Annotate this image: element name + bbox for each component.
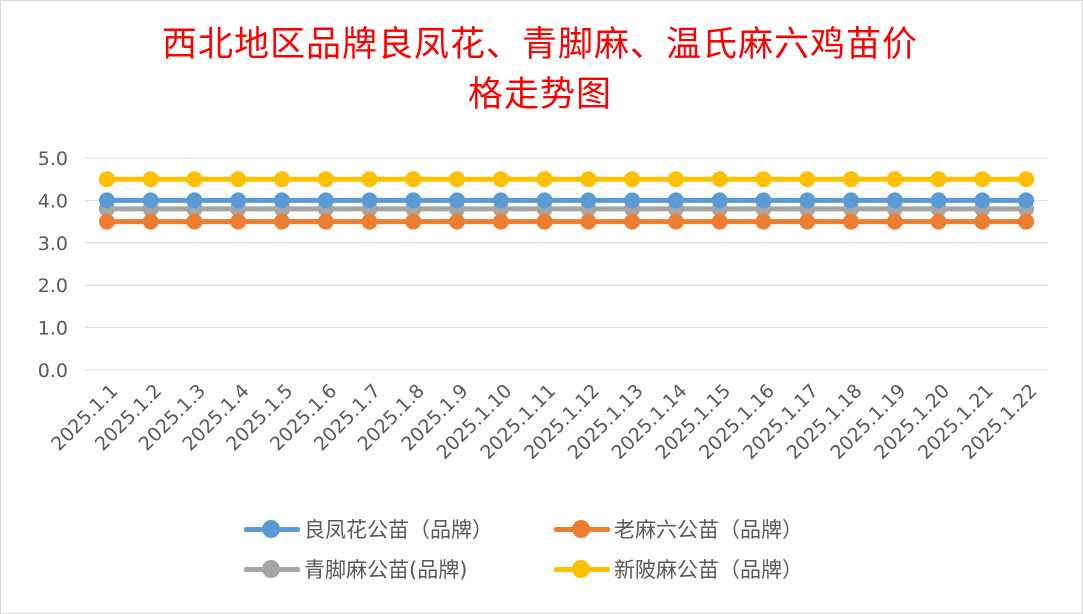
legend-label: 老麻六公苗（品牌） bbox=[614, 518, 803, 542]
data-point bbox=[536, 213, 553, 230]
data-point bbox=[755, 192, 772, 209]
data-point bbox=[142, 192, 159, 209]
data-point bbox=[536, 171, 553, 188]
y-tick-label: 3.0 bbox=[38, 233, 68, 255]
data-point bbox=[843, 192, 860, 209]
y-tick-label: 2.0 bbox=[38, 275, 68, 297]
data-point bbox=[317, 192, 334, 209]
legend-swatch bbox=[240, 514, 304, 544]
y-tick-label: 0.0 bbox=[38, 360, 68, 382]
data-point bbox=[974, 213, 991, 230]
legend-label: 良凤花公苗（品牌） bbox=[304, 518, 493, 542]
data-point bbox=[405, 192, 422, 209]
legend-item: 青脚麻公苗(品牌) bbox=[240, 554, 467, 584]
y-tick-label: 4.0 bbox=[38, 190, 68, 212]
data-point bbox=[886, 192, 903, 209]
data-point bbox=[273, 171, 290, 188]
data-point bbox=[711, 171, 728, 188]
data-point bbox=[230, 192, 247, 209]
data-point bbox=[230, 171, 247, 188]
data-point bbox=[1018, 192, 1035, 209]
legend-label: 新陂麻公苗（品牌） bbox=[614, 558, 803, 582]
data-point bbox=[667, 192, 684, 209]
legend-marker bbox=[262, 520, 280, 538]
data-point bbox=[799, 213, 816, 230]
legend-item: 老麻六公苗（品牌） bbox=[550, 514, 803, 544]
data-point bbox=[405, 213, 422, 230]
data-point bbox=[667, 171, 684, 188]
data-point bbox=[317, 171, 334, 188]
legend-marker bbox=[572, 520, 590, 538]
data-point bbox=[98, 213, 115, 230]
data-point bbox=[449, 192, 466, 209]
legend-item: 新陂麻公苗（品牌） bbox=[550, 554, 803, 584]
data-point bbox=[98, 192, 115, 209]
data-point bbox=[799, 171, 816, 188]
data-point bbox=[886, 171, 903, 188]
data-point bbox=[230, 213, 247, 230]
data-point bbox=[624, 171, 641, 188]
data-point bbox=[361, 171, 378, 188]
data-point bbox=[273, 213, 290, 230]
y-tick-label: 5.0 bbox=[38, 148, 68, 170]
data-point bbox=[186, 192, 203, 209]
data-point bbox=[755, 171, 772, 188]
data-point bbox=[1018, 213, 1035, 230]
legend-swatch bbox=[240, 554, 304, 584]
legend-swatch bbox=[550, 514, 614, 544]
data-point bbox=[974, 171, 991, 188]
data-point bbox=[843, 213, 860, 230]
legend-item: 良凤花公苗（品牌） bbox=[240, 514, 493, 544]
data-point bbox=[361, 192, 378, 209]
data-point bbox=[405, 171, 422, 188]
legend-label: 青脚麻公苗(品牌) bbox=[304, 558, 468, 582]
data-point bbox=[142, 171, 159, 188]
data-point bbox=[886, 213, 903, 230]
data-point bbox=[624, 192, 641, 209]
data-point bbox=[843, 171, 860, 188]
legend-marker bbox=[262, 560, 280, 578]
data-point bbox=[974, 192, 991, 209]
data-point bbox=[142, 213, 159, 230]
data-point bbox=[361, 213, 378, 230]
data-point bbox=[799, 192, 816, 209]
data-point bbox=[186, 171, 203, 188]
data-point bbox=[580, 171, 597, 188]
data-point bbox=[930, 213, 947, 230]
chart-title-line-2: 格走势图 bbox=[467, 75, 612, 115]
data-point bbox=[930, 192, 947, 209]
data-point bbox=[492, 192, 509, 209]
data-point bbox=[624, 213, 641, 230]
data-point bbox=[1018, 171, 1035, 188]
data-point bbox=[492, 171, 509, 188]
data-point bbox=[711, 213, 728, 230]
data-point bbox=[580, 213, 597, 230]
data-point bbox=[580, 192, 597, 209]
data-point bbox=[667, 213, 684, 230]
data-point bbox=[98, 171, 115, 188]
y-tick-label: 1.0 bbox=[38, 318, 68, 340]
data-point bbox=[755, 213, 772, 230]
data-point bbox=[449, 171, 466, 188]
legend-marker bbox=[572, 560, 590, 578]
data-point bbox=[449, 213, 466, 230]
data-point bbox=[273, 192, 290, 209]
data-point bbox=[930, 171, 947, 188]
data-point bbox=[492, 213, 509, 230]
data-point bbox=[711, 192, 728, 209]
data-point bbox=[536, 192, 553, 209]
data-point bbox=[186, 213, 203, 230]
data-point bbox=[317, 213, 334, 230]
legend-swatch bbox=[550, 554, 614, 584]
chart-title: 西北地区品牌良凤花、青脚麻、温氏麻六鸡苗价 bbox=[161, 25, 918, 65]
